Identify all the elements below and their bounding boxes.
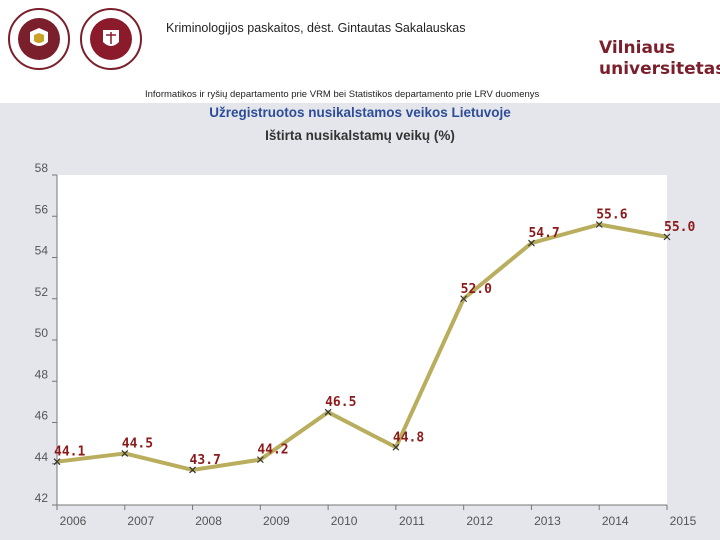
chart-title: Užregistruotos nusikalstamos veikos Liet… xyxy=(209,105,511,120)
brand-line-2: universitetas xyxy=(599,59,720,79)
faculty-seal-logo xyxy=(80,8,142,70)
x-tick-label: 2015 xyxy=(670,514,697,528)
data-point-marker xyxy=(256,456,264,464)
data-label: 55.6 xyxy=(596,208,627,223)
y-tick-label: 44 xyxy=(35,450,49,464)
y-tick-label: 48 xyxy=(35,367,49,381)
y-tick-label: 50 xyxy=(35,326,49,340)
data-label: 55.0 xyxy=(664,220,695,235)
data-label: 44.2 xyxy=(257,443,288,458)
x-tick-label: 2008 xyxy=(195,514,222,528)
chart-subtitle: Ištirta nusikalstamų veikų (%) xyxy=(265,128,455,143)
university-brand: Vilniaus universitetas xyxy=(599,38,720,80)
data-point-marker xyxy=(189,466,196,474)
brand-line-1: Vilniaus xyxy=(599,38,676,58)
x-tick-label: 2012 xyxy=(466,514,493,528)
course-title: Kriminologijos paskaitos, dėst. Gintauta… xyxy=(166,21,466,35)
data-point-marker xyxy=(121,450,129,457)
data-point-marker xyxy=(324,408,332,416)
x-tick-label: 2013 xyxy=(534,514,561,528)
line-chart: 42 44 46 48 50 52 54 56 58 2006 2007 2008 2009 2010 20… xyxy=(35,161,697,528)
x-tick-label: 2009 xyxy=(263,514,290,528)
data-label: 46.5 xyxy=(325,395,356,410)
x-tick-label: 2011 xyxy=(399,514,425,528)
data-label: 52.0 xyxy=(461,282,492,297)
y-tick-label: 52 xyxy=(35,285,49,299)
x-tick-label: 2010 xyxy=(331,514,358,528)
series-line xyxy=(56,222,668,472)
x-tick-label: 2014 xyxy=(602,514,629,528)
data-source-note: Informatikos ir ryšių departamento prie … xyxy=(145,89,540,100)
x-tick-label: 2006 xyxy=(60,514,87,528)
y-tick-label: 42 xyxy=(35,491,49,505)
plot-area xyxy=(57,175,667,505)
y-tick-label: 58 xyxy=(35,161,49,175)
x-tick-label: 2007 xyxy=(127,514,154,528)
data-point-marker xyxy=(53,458,61,466)
data-label: 44.1 xyxy=(54,445,85,460)
data-point-marker xyxy=(392,443,400,451)
data-label: 44.5 xyxy=(122,436,153,451)
university-seal-logo xyxy=(8,8,70,70)
data-label: 54.7 xyxy=(528,226,559,241)
y-tick-label: 56 xyxy=(35,202,49,216)
data-point-marker xyxy=(528,239,535,247)
data-point-marker xyxy=(663,233,671,241)
chart-panel: Užregistruotos nusikalstamos veikos Liet… xyxy=(0,103,720,540)
y-tick-label: 46 xyxy=(35,409,49,423)
data-label: 43.7 xyxy=(190,453,221,468)
data-point-marker xyxy=(460,295,468,303)
data-label: 44.8 xyxy=(393,430,424,445)
y-tick-label: 54 xyxy=(35,244,49,258)
data-point-marker xyxy=(595,221,603,228)
